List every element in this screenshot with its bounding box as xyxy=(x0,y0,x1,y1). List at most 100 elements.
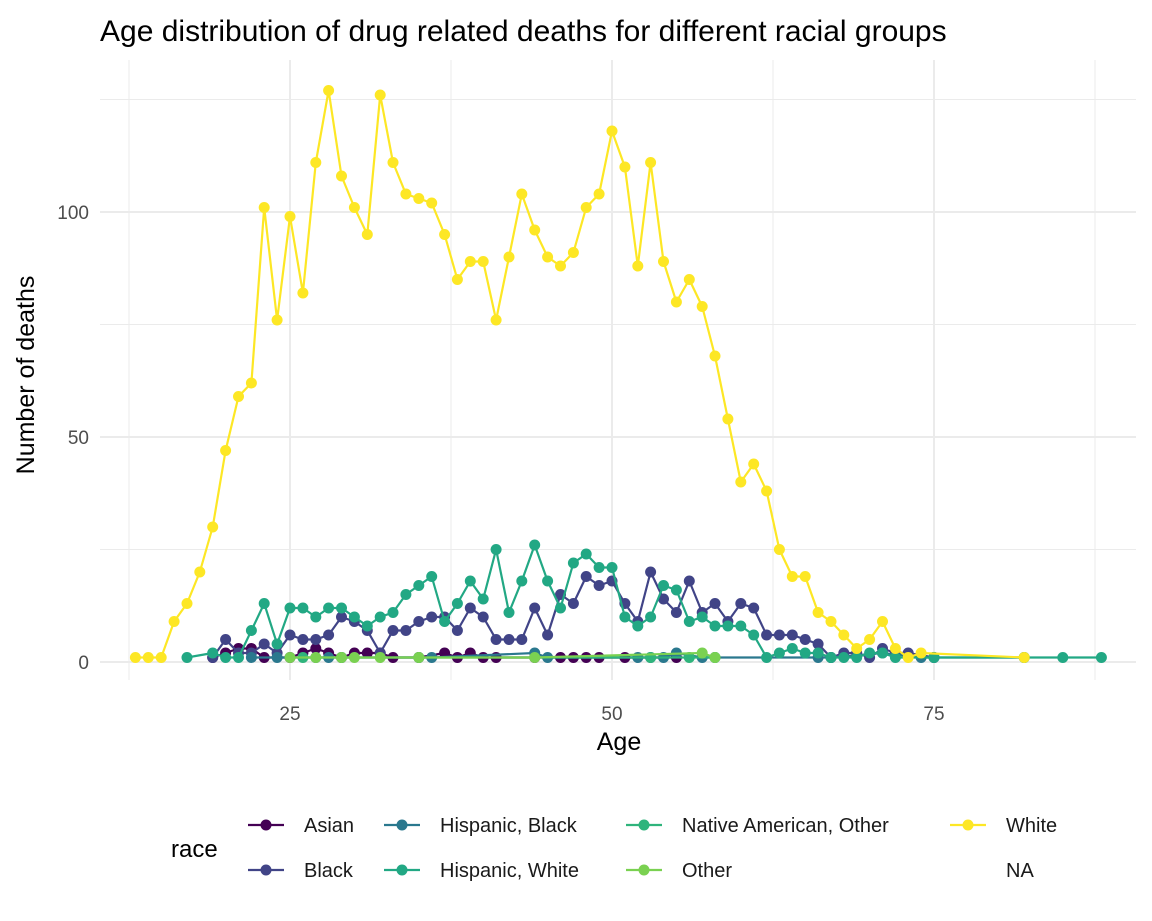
data-point xyxy=(786,571,798,582)
data-point xyxy=(439,229,451,240)
data-point xyxy=(503,607,515,618)
data-point xyxy=(735,476,747,488)
data-point xyxy=(773,629,785,641)
data-point xyxy=(490,314,502,326)
data-point xyxy=(387,625,399,636)
data-point xyxy=(336,611,347,623)
data-point xyxy=(284,602,296,614)
data-point xyxy=(658,580,669,591)
legend-key-point xyxy=(962,819,974,831)
data-point xyxy=(670,584,682,596)
data-point xyxy=(786,629,798,641)
data-point xyxy=(825,652,837,663)
data-point xyxy=(258,638,270,650)
data-point xyxy=(864,647,876,659)
data-point xyxy=(593,188,605,200)
data-point xyxy=(426,611,438,623)
data-point xyxy=(258,202,270,213)
data-point xyxy=(310,157,322,168)
legend-key-point xyxy=(638,819,650,831)
data-point xyxy=(258,598,270,609)
data-point xyxy=(451,274,463,285)
series-hispanic-white xyxy=(181,539,1107,663)
data-point xyxy=(129,652,141,663)
data-point xyxy=(632,620,644,632)
data-point xyxy=(503,634,515,645)
data-point xyxy=(451,598,463,609)
data-point xyxy=(683,575,695,587)
data-point xyxy=(477,593,489,605)
data-point xyxy=(838,652,850,663)
data-point xyxy=(297,602,309,614)
data-point xyxy=(786,643,798,654)
data-point xyxy=(477,611,489,623)
data-point xyxy=(851,643,863,654)
data-point xyxy=(348,652,360,663)
data-point xyxy=(271,638,283,650)
chart-title: Age distribution of drug related deaths … xyxy=(100,15,947,48)
data-point xyxy=(683,274,695,285)
legend-label: Asian xyxy=(304,815,354,837)
legend-item-asian: Asian xyxy=(248,815,354,837)
y-tick-label: 0 xyxy=(78,653,89,674)
data-point xyxy=(748,629,760,641)
data-point xyxy=(490,634,502,645)
data-point xyxy=(374,89,386,101)
data-point xyxy=(529,602,541,614)
series-layer xyxy=(129,85,1107,663)
data-point xyxy=(773,544,785,555)
data-point xyxy=(194,566,206,578)
data-point xyxy=(245,625,257,636)
data-point xyxy=(284,629,296,641)
data-point xyxy=(670,607,682,618)
data-point xyxy=(889,652,901,663)
data-point xyxy=(207,521,219,533)
series-white xyxy=(129,85,1030,663)
data-point xyxy=(645,611,657,623)
data-point xyxy=(761,652,773,663)
data-point xyxy=(735,620,747,632)
data-point xyxy=(323,602,335,614)
data-point xyxy=(426,571,438,582)
data-point xyxy=(426,197,438,209)
data-point xyxy=(1057,652,1069,663)
data-point xyxy=(503,251,515,263)
data-point xyxy=(374,611,386,623)
data-point xyxy=(1095,652,1107,663)
data-point xyxy=(516,634,528,645)
data-point xyxy=(670,296,682,308)
data-point xyxy=(864,634,876,645)
data-point xyxy=(297,634,309,645)
data-point xyxy=(310,611,322,623)
data-point xyxy=(632,260,644,272)
data-point xyxy=(542,251,554,263)
data-point xyxy=(683,616,695,627)
x-tick-label: 50 xyxy=(601,704,622,725)
data-point xyxy=(181,652,193,663)
data-point xyxy=(696,611,708,623)
data-point xyxy=(799,647,811,659)
data-point xyxy=(889,643,901,654)
data-point xyxy=(400,589,412,600)
data-point xyxy=(387,607,399,618)
legend-key-point xyxy=(396,864,408,876)
data-point xyxy=(361,647,373,659)
data-point xyxy=(310,652,322,663)
legend-key-point xyxy=(260,864,272,876)
data-point xyxy=(567,598,579,609)
axis-ticks: 25 50 75 0 50 100 xyxy=(57,203,944,725)
data-point xyxy=(271,652,283,663)
legend-item-other: Other xyxy=(626,860,732,882)
data-point xyxy=(619,161,631,173)
series-line-hispanic-white xyxy=(186,543,1102,659)
data-point xyxy=(696,647,708,659)
data-point xyxy=(915,647,927,659)
data-point xyxy=(709,652,721,663)
data-point xyxy=(709,598,721,609)
data-point xyxy=(464,602,476,614)
data-point xyxy=(799,634,811,645)
legend-item-black: Black xyxy=(248,860,354,882)
data-point xyxy=(336,652,347,663)
data-point xyxy=(490,544,502,555)
data-point xyxy=(413,652,425,663)
